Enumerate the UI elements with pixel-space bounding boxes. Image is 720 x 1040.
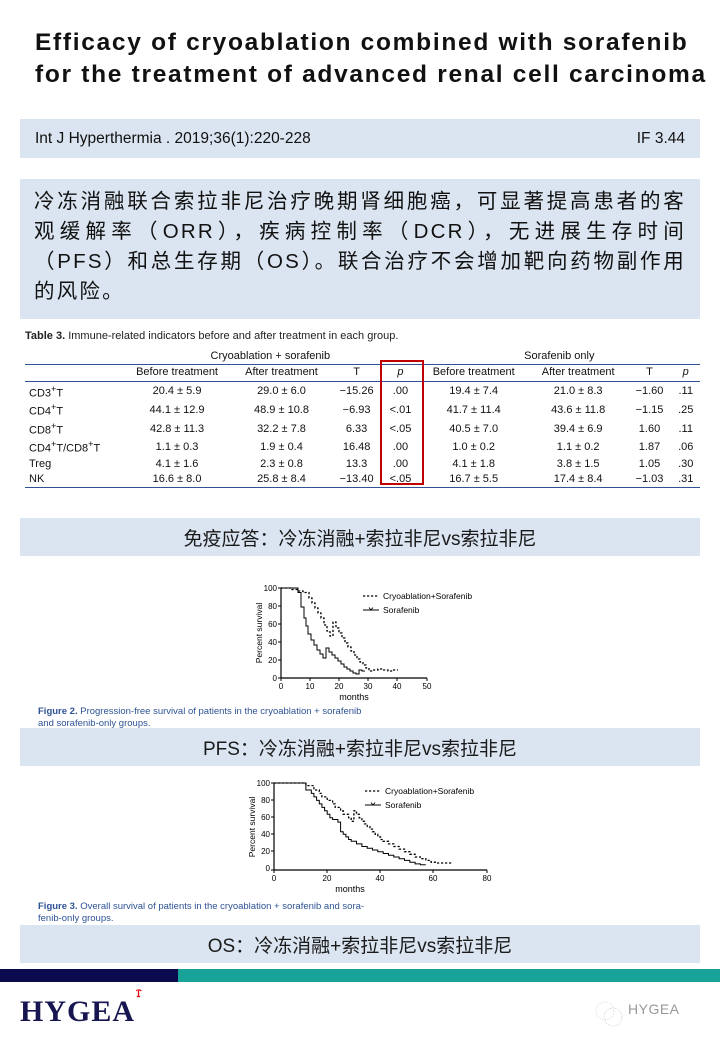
svg-text:40: 40 <box>376 874 385 883</box>
svg-text:40: 40 <box>261 830 270 839</box>
svg-text:0: 0 <box>272 874 277 883</box>
svg-text:80: 80 <box>483 874 492 883</box>
svg-text:Percent survival: Percent survival <box>247 797 257 858</box>
svg-text:Sorafenib: Sorafenib <box>385 800 422 810</box>
svg-text:60: 60 <box>261 813 270 822</box>
svg-text:0: 0 <box>266 864 271 873</box>
svg-text:months: months <box>335 884 365 894</box>
svg-text:20: 20 <box>261 847 270 856</box>
svg-text:20: 20 <box>323 874 332 883</box>
svg-text:100: 100 <box>257 779 271 788</box>
svg-text:Cryoablation+Sorafenib: Cryoablation+Sorafenib <box>385 786 474 796</box>
svg-text:80: 80 <box>261 796 270 805</box>
svg-text:60: 60 <box>429 874 438 883</box>
